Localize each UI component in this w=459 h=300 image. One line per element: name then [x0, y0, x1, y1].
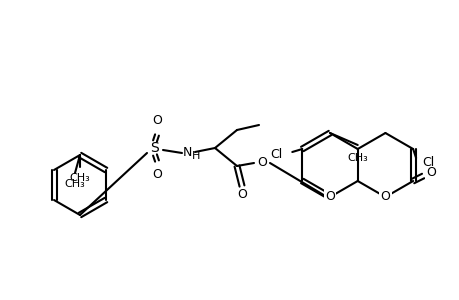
Text: S: S [150, 141, 159, 155]
Text: CH₃: CH₃ [64, 179, 85, 189]
Text: Cl: Cl [421, 157, 433, 169]
Text: Cl: Cl [269, 148, 282, 160]
Text: O: O [425, 167, 435, 179]
Text: O: O [152, 115, 162, 128]
Text: H: H [191, 151, 200, 161]
Text: O: O [380, 190, 390, 203]
Text: O: O [236, 188, 246, 200]
Text: O: O [325, 190, 334, 203]
Text: N: N [182, 146, 191, 160]
Text: CH₃: CH₃ [347, 153, 367, 163]
Text: O: O [257, 157, 266, 169]
Text: O: O [152, 169, 162, 182]
Text: CH₃: CH₃ [69, 173, 90, 183]
